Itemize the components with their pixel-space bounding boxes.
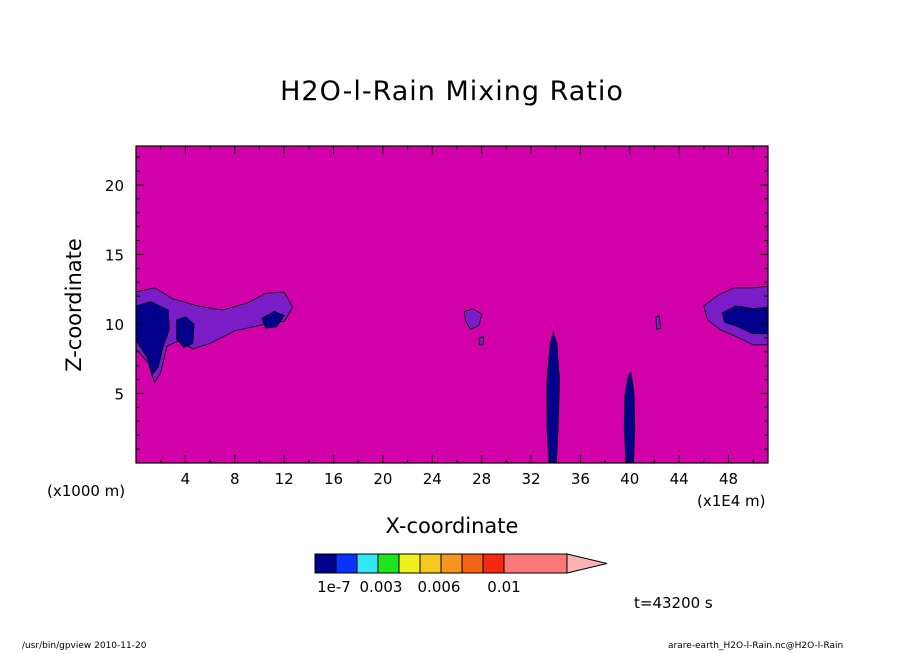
colorbar-segment [440,553,463,574]
colorbar-label: 0.01 [487,578,520,596]
y-tick-label: 15 [105,246,124,264]
colorbar-segment [377,553,400,574]
x-tick-label: 28 [472,470,491,488]
plot-background [136,146,768,463]
region-patch-42 [655,315,662,331]
x-tick-label: 40 [620,470,639,488]
colorbar-segment [356,553,379,574]
colorbar-label: 0.003 [360,578,403,596]
y-tick-label: 5 [114,385,124,403]
colorbar-label: 0.006 [418,578,461,596]
x-tick-label: 12 [275,470,294,488]
y-axis-unit: (x1000 m) [47,482,126,500]
x-tick-label: 20 [373,470,392,488]
footer-source-file: arare-earth_H2O-l-Rain.nc@H2O-l-Rain [668,641,844,651]
colorbar-segment [335,553,358,574]
colorbar-segment [482,553,505,574]
region-patch-27 [463,308,483,331]
x-axis-label: X-coordinate [385,514,519,538]
x-tick-label: 44 [670,470,689,488]
plot-area [135,146,769,464]
colorbar-segment [314,553,337,574]
time-annotation: t=43200 s [634,594,713,612]
y-axis-label: Z-coordinate [62,238,86,372]
colorbar-segment [419,553,442,574]
x-tick-label: 32 [521,470,540,488]
footer-program-date: /usr/bin/gpview 2010-11-20 [22,641,147,651]
colorbar-segment [398,553,421,574]
colorbar-extension [566,553,608,574]
colorbar-segment [503,553,568,574]
region-column-40 [623,371,636,464]
region-left-core-2 [176,316,195,349]
chart-title: H2O-l-Rain Mixing Ratio [280,76,624,107]
region-left-core-3 [261,311,285,329]
region-column-34 [546,330,560,464]
x-tick-label: 36 [571,470,590,488]
x-tick-label: 16 [324,470,343,488]
plot-frame [135,145,769,464]
colorbar-label: 1e-7 [317,578,351,596]
colorbar: 1e-7 0.003 0.006 0.01 [314,553,608,596]
colorbar-segment [461,553,484,574]
x-tick-label: 48 [719,470,738,488]
x-tick-label: 8 [230,470,240,488]
y-tick-label: 20 [105,177,124,195]
x-tick-label: 4 [181,470,191,488]
x-tick-label: 24 [423,470,442,488]
region-left-core [135,301,170,377]
y-tick-label: 10 [105,316,124,334]
region-left-band [135,287,294,384]
region-patch-28 [478,335,485,346]
x-axis-unit: (x1E4 m) [697,492,766,510]
